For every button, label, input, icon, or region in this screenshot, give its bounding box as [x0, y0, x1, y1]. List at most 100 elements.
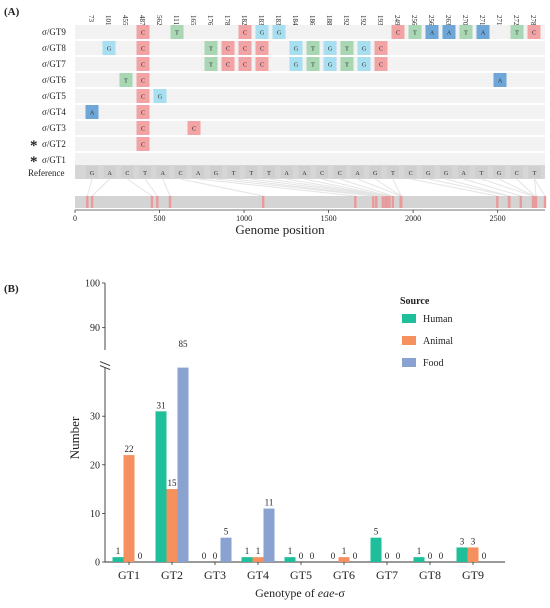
data-label: 0 — [138, 551, 143, 561]
position-connector — [180, 178, 264, 197]
bar-human-GT9 — [456, 547, 468, 562]
variant-base: G — [277, 31, 282, 37]
x-tick-label: GT1 — [118, 568, 140, 582]
genome-tick-label: 2000 — [405, 214, 421, 223]
reference-cell — [440, 166, 452, 178]
reference-cell — [174, 166, 187, 178]
data-label: 11 — [265, 498, 274, 508]
legend-label-animal: Animal — [423, 336, 453, 347]
position-header-1860: 1860 — [308, 15, 316, 30]
x-tick-label: GT5 — [290, 568, 312, 582]
variant-base: C — [141, 63, 145, 69]
variant-base: T — [345, 47, 349, 53]
variant-cell — [306, 41, 320, 55]
variant-base: C — [192, 127, 196, 133]
variant-base: C — [141, 143, 145, 149]
reference-cell — [457, 166, 470, 178]
variant-base: C — [379, 47, 383, 53]
reference-base: G — [373, 171, 378, 177]
variant-cell — [255, 41, 269, 55]
variant-cell — [425, 25, 439, 39]
position-header-1836: 1836 — [257, 15, 265, 30]
position-connector — [162, 178, 171, 197]
position-connector — [286, 178, 386, 197]
legend-title: Source — [400, 296, 430, 307]
variant-cell — [374, 41, 388, 55]
x-tick-label: GT4 — [247, 568, 269, 582]
position-connector — [392, 178, 402, 197]
position-header-2712: 2712 — [478, 15, 486, 30]
variant-cell — [221, 57, 235, 71]
variant-cell — [136, 121, 150, 135]
variant-base: C — [396, 31, 400, 37]
reference-row: Reference G A C T A C A G T T T A A C C A G T C G G A T G C T — [28, 165, 545, 179]
reference-cell — [351, 166, 364, 178]
reference-cell — [103, 166, 116, 178]
row-star-icon: * — [30, 138, 38, 154]
reference-base: T — [480, 171, 484, 177]
variant-base: C — [532, 31, 536, 37]
variant-base: C — [141, 95, 145, 101]
reference-cell — [316, 166, 329, 178]
position-connector — [127, 178, 153, 197]
variant-cell — [136, 41, 150, 55]
variant-cell — [153, 89, 167, 103]
variant-cell — [204, 41, 218, 55]
variant-base: T — [124, 79, 128, 85]
variant-cell — [187, 121, 201, 135]
reference-base: G — [90, 171, 95, 177]
reference-cell — [245, 166, 258, 178]
row-background — [75, 137, 545, 151]
x-axis-label: Genotype of eae-σ — [255, 586, 345, 600]
data-label: 0 — [202, 551, 207, 561]
reference-cell — [280, 166, 293, 178]
position-connector — [534, 178, 546, 197]
bar-animal-GT9 — [467, 547, 479, 562]
row-label: σ/GT9 — [42, 27, 66, 37]
genome-variant-mark — [400, 196, 403, 208]
variant-base: C — [260, 63, 264, 69]
data-label: 3 — [471, 536, 476, 546]
variant-cell — [170, 25, 184, 39]
genome-variant-mark — [543, 196, 547, 208]
variant-cell — [136, 89, 150, 103]
variant-cell — [238, 25, 252, 39]
reference-cell — [475, 166, 488, 178]
bar-animal-GT4 — [252, 557, 264, 562]
position-header-2498: 2498 — [393, 15, 401, 30]
position-header-2567: 2567 — [410, 15, 418, 30]
variant-base: C — [260, 47, 264, 53]
row-background — [75, 73, 545, 87]
reference-base: T — [249, 171, 253, 177]
reference-base: C — [125, 171, 129, 177]
genotype-rows: σ/GT9 C T C G G C T A A T A T Cσ/GT8 G C T C C C G T G T G Cσ/GT7… — [30, 25, 545, 170]
row-label: σ/GT5 — [42, 91, 66, 101]
position-header-1930: 1930 — [376, 15, 384, 30]
bar-human-GT2 — [155, 411, 167, 562]
x-tick-label: GT2 — [161, 568, 183, 582]
x-tick-label: GT9 — [462, 568, 484, 582]
x-tick-label: GT7 — [376, 568, 398, 582]
x-tick-label: GT3 — [204, 568, 226, 582]
position-header-101: 101 — [104, 15, 112, 26]
genome-tick-label: 500 — [154, 214, 166, 223]
variant-cell — [204, 57, 218, 71]
data-label: 1 — [256, 546, 261, 556]
reference-base: A — [161, 171, 166, 177]
data-label: 0 — [213, 551, 218, 561]
variant-cell — [238, 57, 252, 71]
row-star-icon: * — [30, 154, 38, 170]
bar-food-GT3 — [220, 537, 232, 562]
genome-variant-mark — [354, 196, 357, 208]
variant-base: C — [141, 79, 145, 85]
reference-cell — [369, 166, 382, 178]
variant-base: C — [379, 63, 383, 69]
genome-variant-mark — [86, 196, 89, 208]
genome-variant-mark — [381, 196, 385, 208]
data-label: 0 — [310, 551, 315, 561]
position-header-1926: 1926 — [342, 15, 350, 30]
reference-cell — [404, 166, 417, 178]
